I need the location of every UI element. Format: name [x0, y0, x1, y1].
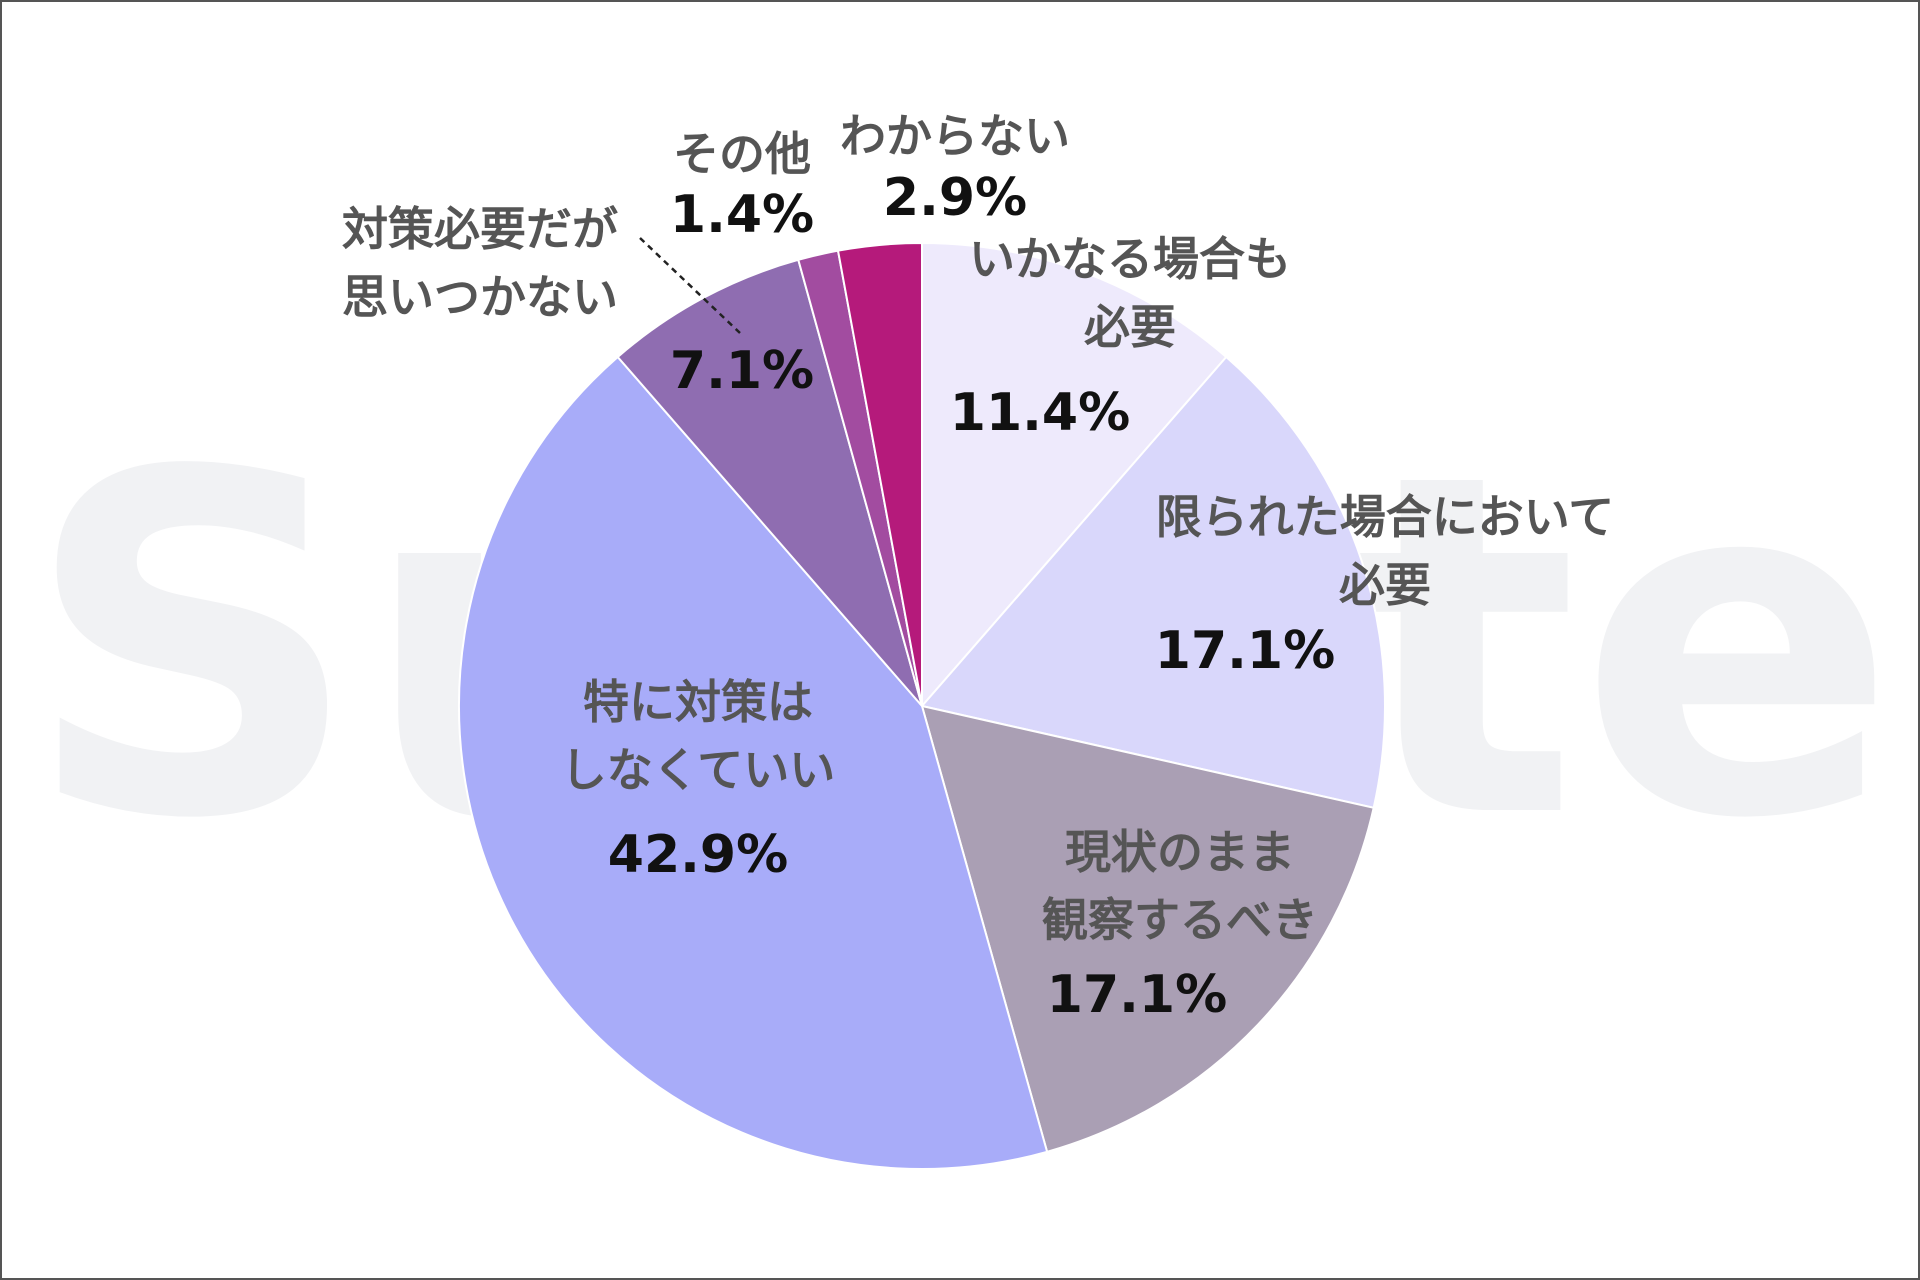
- slice-label-5-line-0: その他: [673, 127, 811, 181]
- leader-line: [639, 237, 741, 334]
- slice-value-4: 7.1%: [670, 341, 814, 401]
- pie-slices: [458, 241, 1386, 1170]
- pie-labels: いかなる場合も必要11.4%限られた場合において必要17.1%現状のまま観察する…: [342, 109, 1614, 1025]
- slice-label-4-line-0: 対策必要だが: [342, 202, 618, 256]
- slice-value-0: 11.4%: [950, 383, 1130, 443]
- slice-label-6-line-0: わからない: [840, 109, 1070, 163]
- pie-slice-1: [920, 355, 1386, 810]
- slice-value-1: 17.1%: [1155, 621, 1335, 681]
- slice-label-3-line-1: しなくていい: [561, 743, 836, 797]
- slice-value-6: 2.9%: [883, 168, 1027, 228]
- slice-label-1-line-1: 必要: [1339, 558, 1431, 612]
- slice-label-0-line-1: 必要: [1084, 300, 1176, 354]
- pie-slice-3: [458, 355, 1049, 1170]
- slice-label-2-line-0: 現状のまま: [1065, 825, 1295, 879]
- slice-label-0-line-0: いかなる場合も: [969, 232, 1291, 286]
- slice-value-3: 42.9%: [608, 825, 788, 885]
- slice-value-5: 1.4%: [670, 185, 814, 245]
- pie-slice-6: [836, 241, 923, 707]
- slice-label-3-line-0: 特に対策は: [583, 675, 813, 729]
- slice-value-2: 17.1%: [1047, 965, 1227, 1025]
- pie-slice-0: [921, 241, 1228, 709]
- slice-label-1-line-0: 限られた場合において: [1156, 490, 1615, 544]
- pie-slice-4: [616, 258, 923, 707]
- slice-label-2-line-1: 観察するべき: [1042, 893, 1318, 947]
- pie-slice-2: [920, 704, 1375, 1154]
- slice-label-4-line-1: 思いつかない: [342, 270, 618, 324]
